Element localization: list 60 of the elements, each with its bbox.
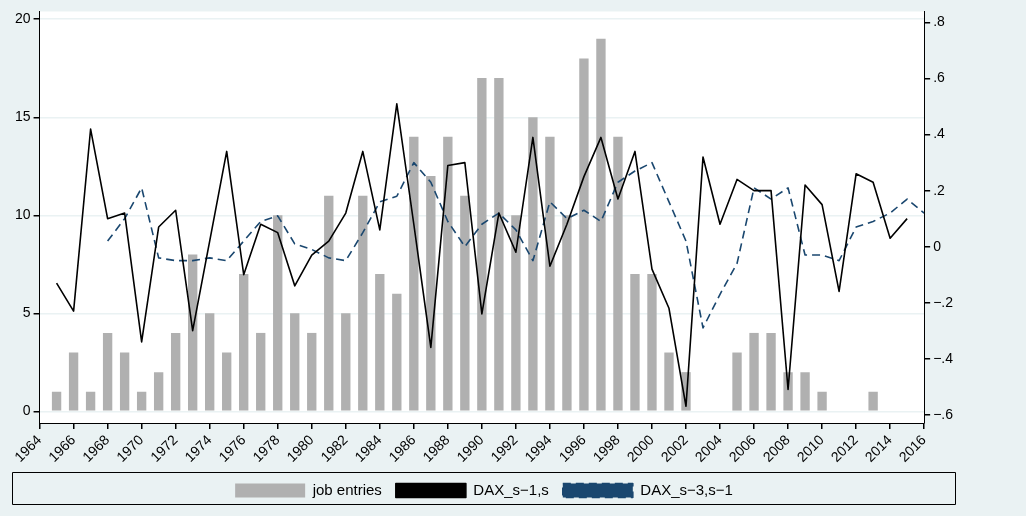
y2-tick-label: −.6	[933, 405, 954, 422]
bar	[630, 274, 640, 411]
bar	[817, 391, 827, 411]
bar	[647, 274, 657, 411]
bar	[307, 332, 317, 411]
bar	[102, 332, 113, 411]
bar	[205, 313, 215, 411]
y-tick-label: 15	[14, 108, 31, 125]
bar	[324, 195, 334, 411]
bar	[273, 215, 283, 411]
bar	[222, 352, 232, 411]
bar	[392, 293, 402, 411]
bar	[170, 332, 181, 411]
bar	[511, 215, 521, 411]
y2-tick-label: .6	[933, 69, 946, 86]
y2-tick-label: .2	[933, 181, 946, 198]
bar	[341, 313, 351, 411]
bar	[136, 391, 147, 411]
y2-tick-label: −.2	[933, 293, 954, 310]
bar	[119, 352, 130, 411]
bar	[596, 38, 606, 411]
y-tick-label: 10	[14, 206, 31, 223]
bar	[800, 372, 810, 411]
bar	[153, 372, 164, 411]
bar	[85, 391, 96, 411]
bar	[749, 332, 759, 411]
legend-label: DAX_s−1,s	[473, 480, 549, 498]
y-tick-label: 20	[14, 10, 31, 27]
y2-tick-label: −.4	[933, 349, 954, 366]
bar	[528, 117, 538, 411]
bar	[187, 254, 198, 411]
bar	[494, 78, 504, 411]
bar	[358, 195, 368, 411]
bar	[443, 136, 453, 411]
bar	[460, 195, 470, 411]
bar	[562, 215, 572, 411]
bar	[868, 391, 878, 411]
y2-tick-label: 0	[933, 237, 942, 254]
bar	[409, 136, 419, 411]
y2-tick-label: .4	[933, 125, 946, 142]
bar	[545, 136, 555, 411]
line-series	[106, 161, 925, 329]
bar	[664, 352, 674, 411]
bar	[732, 352, 742, 411]
legend-label: DAX_s−3,s−1	[640, 480, 733, 498]
y-tick-label: 0	[22, 402, 31, 419]
bar	[579, 58, 589, 411]
bar	[239, 274, 249, 411]
bar	[766, 332, 776, 411]
bar	[256, 332, 266, 411]
bar	[68, 352, 79, 411]
bar	[375, 274, 385, 411]
bar	[477, 78, 487, 411]
bar	[51, 391, 62, 411]
bar	[290, 313, 300, 411]
legend-label: job entries	[311, 480, 382, 498]
y-tick-label: 5	[22, 304, 31, 321]
bar	[426, 176, 436, 411]
bar	[613, 136, 623, 411]
y2-tick-label: .8	[933, 13, 946, 30]
